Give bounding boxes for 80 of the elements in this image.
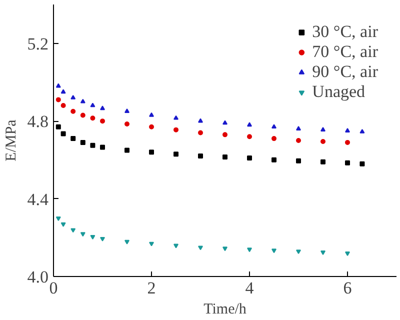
legend-label: 70 °C, air	[312, 42, 378, 62]
point	[296, 126, 301, 130]
point	[174, 244, 178, 248]
x-tick-label: 4	[245, 278, 254, 298]
point	[174, 152, 178, 157]
point	[70, 108, 76, 114]
point	[60, 131, 66, 136]
legend-label: Unaged	[312, 82, 366, 102]
y-tick-label: 4.0	[27, 268, 48, 286]
point	[222, 154, 228, 160]
point	[174, 127, 178, 132]
point	[124, 148, 130, 153]
point	[345, 160, 350, 166]
point	[272, 157, 276, 162]
point	[222, 132, 228, 138]
point	[100, 144, 105, 150]
point	[60, 89, 66, 94]
point	[272, 248, 276, 254]
point	[80, 112, 86, 118]
point	[272, 136, 276, 142]
point	[174, 115, 178, 120]
point	[296, 250, 301, 254]
point	[360, 128, 365, 134]
point	[222, 120, 228, 125]
point	[124, 121, 130, 126]
y-tick-label: 4.8	[27, 112, 48, 132]
legend-label: 90 °C, air	[312, 62, 378, 82]
point	[296, 158, 301, 164]
point	[320, 159, 326, 164]
point	[100, 118, 105, 124]
point	[56, 216, 61, 222]
point	[222, 246, 228, 252]
point	[90, 235, 96, 240]
point	[124, 108, 130, 114]
point	[320, 127, 326, 132]
point	[90, 102, 96, 108]
point	[149, 124, 154, 130]
point	[56, 124, 61, 130]
point	[56, 83, 61, 88]
y-axis-title: E/MPa	[3, 119, 20, 162]
x-tick-label: 2	[147, 278, 156, 298]
point	[360, 161, 365, 166]
x-axis-title: Time/h	[204, 302, 247, 318]
point	[247, 155, 252, 160]
point	[198, 130, 203, 136]
point	[247, 248, 252, 252]
point	[198, 154, 203, 159]
point	[80, 140, 86, 145]
point	[70, 94, 76, 100]
point	[345, 128, 350, 132]
point	[296, 138, 301, 143]
x-tick-label: 6	[343, 278, 352, 298]
x-tick-label: 0	[49, 278, 58, 298]
point	[198, 246, 203, 250]
point	[60, 222, 66, 227]
point	[100, 236, 105, 242]
point	[247, 122, 252, 127]
point	[60, 103, 66, 108]
point	[70, 228, 76, 233]
point	[247, 134, 252, 140]
point	[90, 142, 96, 148]
point	[56, 97, 61, 102]
point	[90, 116, 96, 121]
point	[80, 232, 86, 237]
point	[80, 98, 86, 104]
y-tick-label: 5.2	[27, 34, 48, 54]
y-tick-label: 4.4	[27, 190, 49, 209]
point	[345, 140, 350, 145]
point	[70, 136, 76, 142]
point	[320, 250, 326, 256]
point	[149, 112, 154, 117]
point	[320, 138, 326, 144]
point	[198, 118, 203, 123]
point	[272, 124, 276, 129]
point	[124, 240, 130, 244]
legend-label: 30 °C, air	[312, 22, 378, 42]
point	[149, 150, 154, 155]
point	[345, 252, 350, 256]
point	[149, 242, 154, 246]
point	[100, 106, 105, 110]
